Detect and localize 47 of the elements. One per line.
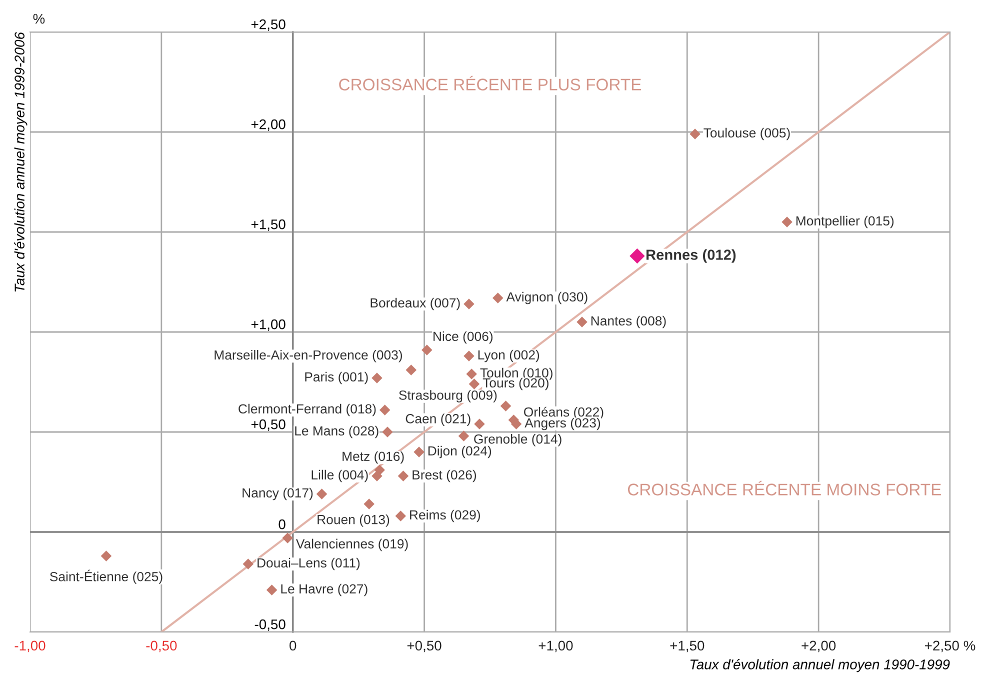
annotation: Angers (023): [524, 418, 600, 430]
x-tick-label: -0,50: [146, 640, 177, 652]
annotation: Montpellier (015): [796, 216, 894, 228]
x-tick-label: +2,00: [802, 640, 836, 652]
annotation: Brest (026): [412, 470, 476, 482]
annotation: Lille (004): [312, 470, 368, 482]
annotation: Paris (001): [305, 372, 368, 384]
y-tick-label: 0: [278, 519, 286, 530]
annotation: Marseille-Aix-en-Provence (003): [214, 350, 402, 362]
annotation: Toulouse (005): [704, 128, 790, 140]
x-tick-label: -1,00: [14, 640, 46, 652]
x-tick-label: +1,00: [538, 640, 573, 652]
y-tick-label: +2,50: [251, 19, 286, 31]
annotation: Lyon (002): [478, 350, 540, 362]
annotation: Valenciennes (019): [296, 538, 408, 552]
annotation: Le Mans (028): [295, 426, 378, 438]
annotation: Rennes (012): [646, 249, 736, 263]
annotation: Nantes (008): [591, 316, 666, 328]
annotation: Reims (029): [410, 510, 480, 522]
annotation: Avignon (030): [506, 292, 588, 304]
x-tick-label: 0: [290, 640, 296, 651]
annotation: Caen (021): [406, 414, 470, 426]
x-tick-label: +2,50 %: [925, 640, 976, 652]
y-tick-label: +0,50: [251, 419, 286, 431]
y-tick-label: +2,00: [251, 119, 286, 131]
annotation: Rouen (013): [318, 514, 390, 527]
annotation: CROISSANCE RÉCENTE MOINS FORTE: [628, 480, 941, 496]
y-axis-title: Taux d'évolution annuel moyen 1999-2006: [14, 32, 28, 292]
annotation: Le Havre (027): [281, 584, 368, 596]
text: %: [33, 14, 45, 24]
annotation: Nice (006): [434, 331, 493, 344]
y-tick-label: +1,50: [251, 219, 286, 231]
annotation: Saint-Étienne (025): [50, 570, 162, 584]
y-tick-label: -0,50: [254, 619, 286, 631]
annotation: Metz (016): [342, 451, 404, 464]
x-tick-label: +1,50: [670, 640, 704, 652]
annotation: Clermont-Ferrand (018): [238, 404, 376, 416]
annotation: Dijon (024): [428, 446, 492, 458]
annotation: Strasbourg (009): [399, 390, 497, 402]
annotation: Grenoble (014): [474, 434, 562, 446]
annotation: Nancy (017): [242, 488, 313, 500]
x-tick-label: +0,50: [407, 640, 442, 652]
x-axis-title: Taux d'évolution annuel moyen 1990-1999: [690, 659, 950, 672]
annotation: Douai–Lens (011): [258, 558, 360, 570]
annotation: CROISSANCE RÉCENTE PLUS FORTE: [339, 76, 642, 90]
y-tick-label: +1,00: [251, 319, 286, 331]
annotation: Bordeaux (007): [370, 298, 460, 310]
